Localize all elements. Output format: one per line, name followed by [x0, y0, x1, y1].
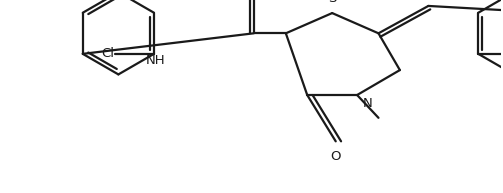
Text: N: N	[363, 97, 373, 110]
Text: O: O	[330, 150, 341, 163]
Text: NH: NH	[146, 54, 165, 67]
Text: S: S	[328, 0, 337, 4]
Text: Cl: Cl	[101, 47, 114, 60]
